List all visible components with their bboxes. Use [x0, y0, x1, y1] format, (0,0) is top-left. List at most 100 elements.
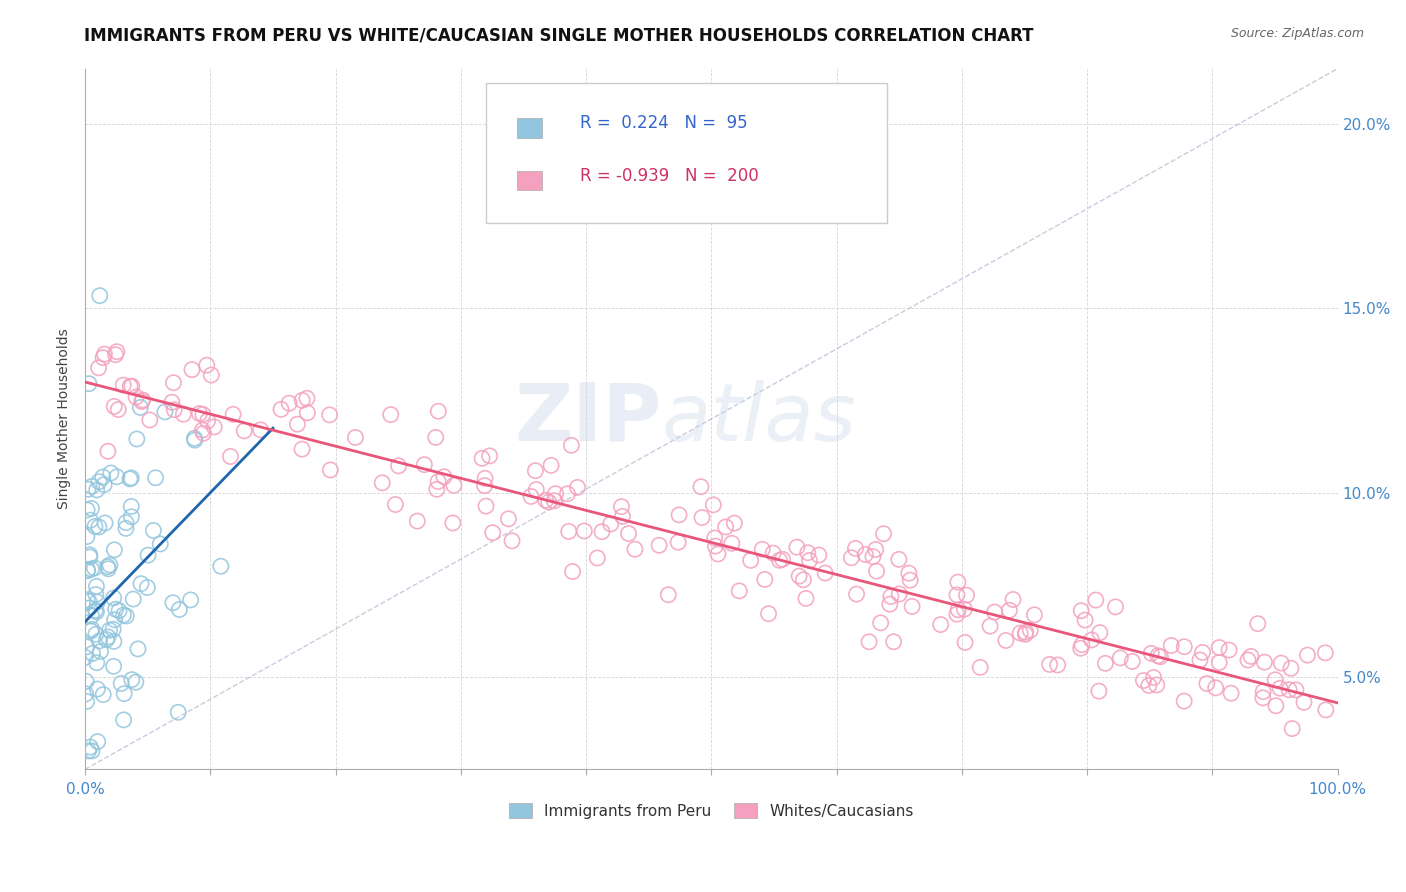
Point [762, 546, 785, 560]
Point [983, 605, 1005, 619]
Point [76, 694, 98, 708]
Point [586, 550, 609, 565]
Point [121, 673, 143, 687]
Point [471, 451, 494, 466]
Point [1070, 604, 1092, 618]
Point [77, 482, 100, 496]
Point [786, 540, 808, 554]
Point [887, 552, 910, 566]
Point [1109, 651, 1132, 665]
Point [721, 536, 744, 550]
Point [574, 524, 596, 538]
Point [80, 479, 103, 493]
Point [142, 524, 165, 538]
Point [901, 599, 924, 614]
Point [120, 509, 142, 524]
Point [758, 607, 780, 621]
Point [1160, 639, 1182, 653]
Point [427, 475, 450, 489]
Point [889, 587, 911, 601]
Point [87, 520, 110, 534]
Point [162, 596, 184, 610]
Point [167, 706, 190, 720]
Point [200, 368, 222, 382]
Point [86, 656, 108, 670]
Point [406, 514, 429, 528]
Point [96, 632, 118, 647]
Point [617, 526, 640, 541]
Point [104, 602, 127, 616]
Point [841, 550, 863, 565]
Point [86, 605, 108, 619]
Point [814, 566, 837, 580]
Point [89, 288, 111, 302]
Point [845, 587, 868, 601]
Point [86, 734, 108, 748]
Point [1173, 694, 1195, 708]
Point [125, 675, 148, 690]
Point [1074, 613, 1097, 627]
Point [879, 597, 901, 611]
Point [979, 619, 1001, 633]
Point [474, 478, 496, 492]
Point [297, 406, 319, 420]
Point [84, 587, 107, 601]
Point [703, 531, 725, 545]
Point [180, 593, 202, 607]
Point [93, 347, 115, 361]
Point [413, 458, 436, 472]
Point [1143, 671, 1166, 685]
Point [1019, 624, 1042, 638]
Point [427, 404, 450, 418]
Point [478, 449, 501, 463]
Point [105, 344, 128, 359]
Point [1132, 673, 1154, 688]
Point [98, 624, 121, 638]
Point [844, 541, 866, 556]
Point [222, 407, 245, 421]
Point [1208, 656, 1230, 670]
Point [797, 546, 820, 560]
Point [371, 475, 394, 490]
Point [76, 592, 98, 607]
Point [75, 687, 97, 701]
Point [93, 477, 115, 491]
Point [702, 498, 724, 512]
Point [1205, 681, 1227, 695]
Point [84, 603, 107, 617]
Point [1039, 657, 1062, 672]
Point [540, 458, 562, 473]
Point [80, 562, 103, 576]
Text: atlas: atlas [661, 380, 856, 458]
Point [319, 463, 342, 477]
Point [97, 562, 120, 576]
Point [624, 542, 647, 557]
Point [91, 688, 114, 702]
Point [865, 564, 887, 578]
Point [501, 533, 523, 548]
Point [380, 408, 402, 422]
Point [1240, 649, 1263, 664]
Point [1315, 703, 1337, 717]
Point [112, 687, 135, 701]
Point [107, 402, 129, 417]
Point [858, 635, 880, 649]
Point [188, 407, 211, 421]
Point [1088, 625, 1111, 640]
Point [97, 630, 120, 644]
Point [103, 659, 125, 673]
Point [560, 438, 582, 452]
Point [97, 559, 120, 574]
Point [612, 509, 634, 524]
Point [197, 414, 219, 428]
Point [89, 644, 111, 658]
Point [103, 634, 125, 648]
Point [84, 519, 107, 533]
Point [384, 498, 406, 512]
Text: R =  0.224   N =  95: R = 0.224 N = 95 [579, 114, 748, 132]
Point [1268, 681, 1291, 696]
Point [723, 516, 745, 530]
Point [77, 601, 100, 615]
Point [1208, 640, 1230, 655]
Point [520, 490, 543, 504]
